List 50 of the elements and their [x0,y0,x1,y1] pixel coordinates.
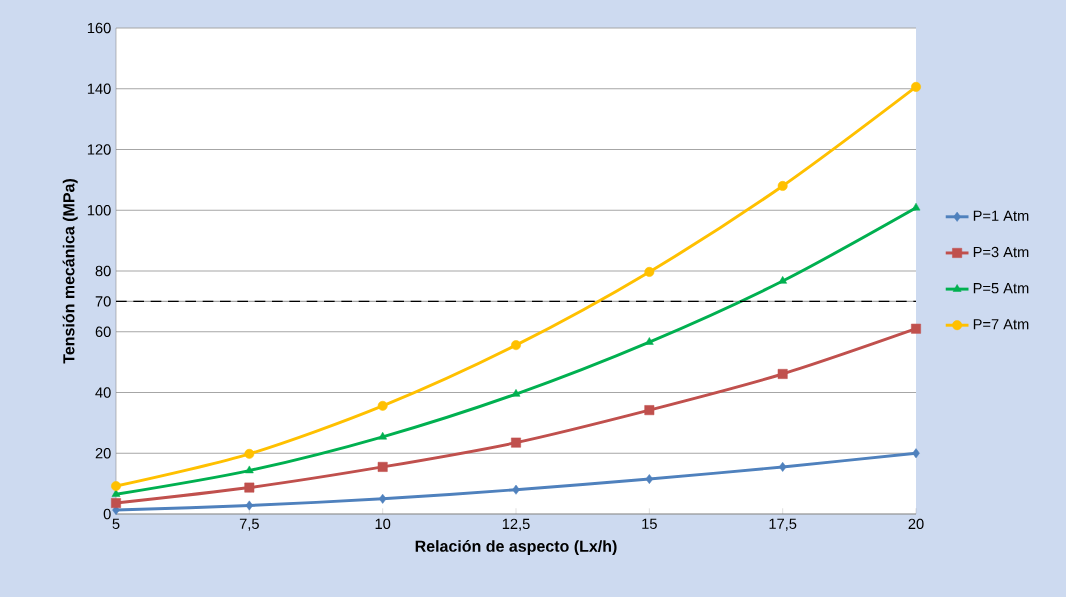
x-tick-label: 12,5 [502,518,530,531]
point [512,484,520,495]
x-tick-label: 5 [112,518,120,529]
point [645,474,654,485]
point [245,500,254,511]
point [777,369,788,379]
y-tick-label: 140 [87,83,111,94]
point [912,448,920,459]
x-tick-label: 20 [908,518,924,530]
point [778,461,787,472]
point [777,181,788,191]
point [245,465,254,474]
point [644,266,655,277]
y-tick-label: 80 [95,265,111,277]
point [911,323,921,334]
x-tick-label: 17,5 [769,518,797,531]
y-tick-label: 160 [87,22,111,34]
point [511,389,521,397]
y-tick-label: 60 [95,326,111,337]
x-axis-title: Relación de aspecto (Lx/h) [415,539,617,556]
y-tick-label: 100 [87,205,111,216]
legend-label: P=1 Atm [973,210,1029,221]
point [377,461,388,472]
legend-label: P=5 Atm [973,283,1029,294]
x-tick-label: 10 [375,518,391,530]
point [244,482,255,493]
y-tick-label: 70 [95,296,111,307]
x-tick-label: 7,5 [239,518,259,531]
point [645,337,654,345]
y-tick-label: 20 [95,448,111,459]
y-tick-label: 0 [103,508,111,520]
point [377,400,388,411]
point [378,493,387,504]
point [911,202,921,211]
y-tick-label: 40 [95,387,111,398]
point [111,481,121,491]
x-tick-label: 15 [642,518,657,529]
y-axis-title: Tensión mecánica (MPa) [62,179,78,364]
point [111,498,121,508]
point [378,431,387,440]
y-tick-label: 120 [87,144,111,155]
point [111,489,121,497]
point [511,437,521,448]
point [778,276,787,284]
point [911,81,921,92]
point [244,448,255,459]
point [511,340,521,351]
point [644,405,655,416]
legend-label: P=3 Atm [973,246,1029,258]
legend-label: P=7 Atm [973,319,1029,330]
